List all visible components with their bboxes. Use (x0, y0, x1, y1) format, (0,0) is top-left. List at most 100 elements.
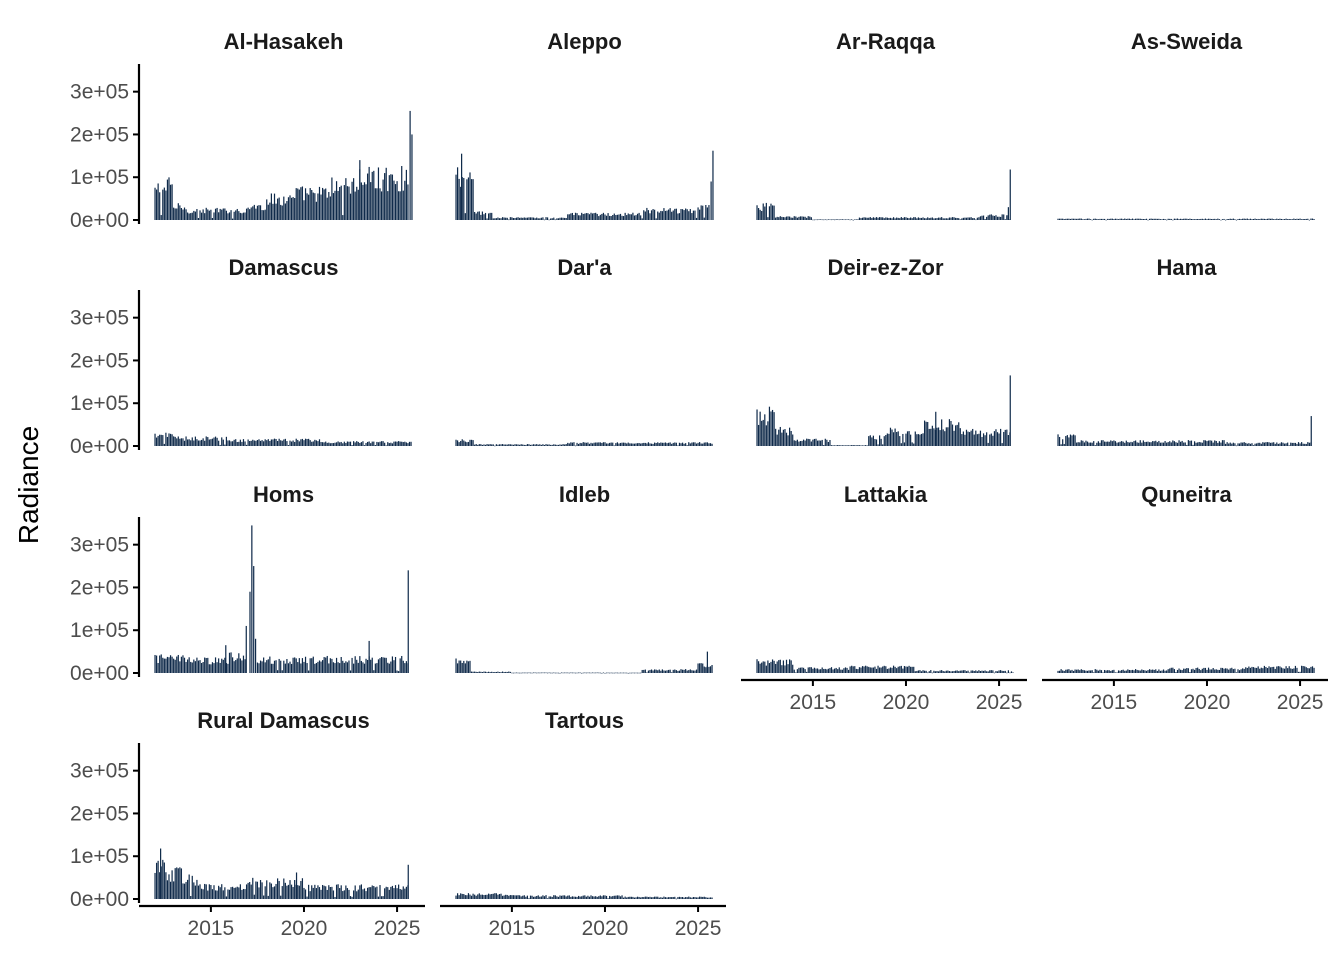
bar (652, 897, 654, 899)
bar (512, 895, 515, 899)
bar (1125, 440, 1127, 446)
bar (1304, 219, 1306, 220)
bar (409, 110, 411, 220)
bar (537, 218, 539, 220)
bar (643, 897, 645, 899)
bar (804, 216, 806, 220)
bar (460, 893, 462, 899)
bar (854, 445, 856, 446)
bar (1150, 218, 1152, 220)
bar (1170, 442, 1172, 446)
bar (342, 891, 344, 899)
bar (481, 894, 484, 899)
bar (519, 444, 521, 446)
bar (1079, 218, 1081, 220)
bar (626, 672, 628, 674)
bar (640, 215, 642, 220)
bar (354, 191, 356, 220)
bar (598, 216, 600, 220)
bar (810, 667, 812, 673)
bar (1124, 442, 1126, 446)
bar (394, 184, 397, 220)
bar (1263, 442, 1265, 446)
bar (849, 219, 851, 221)
bar (765, 665, 767, 673)
bar (323, 885, 325, 899)
bar (472, 893, 474, 899)
bar (587, 213, 589, 220)
bar-series (154, 432, 412, 447)
bar (370, 182, 372, 220)
bar (545, 895, 547, 899)
bar (154, 872, 156, 899)
bar (1204, 218, 1207, 220)
bar (384, 888, 386, 899)
bar (546, 898, 549, 899)
bar (287, 663, 290, 673)
bar (356, 186, 358, 220)
bar (537, 672, 539, 674)
bar (621, 215, 623, 220)
bar (1121, 218, 1123, 220)
bar (351, 896, 353, 899)
bar (900, 217, 902, 220)
bar (505, 894, 507, 899)
bar (624, 212, 626, 220)
bar (179, 867, 181, 899)
bar (618, 214, 620, 220)
bar (517, 895, 519, 899)
bar (1150, 442, 1152, 446)
bar (214, 657, 217, 673)
bar (767, 660, 769, 673)
bar (259, 660, 262, 673)
bar (892, 665, 895, 673)
bar (321, 884, 324, 899)
bar (204, 213, 206, 220)
bar (382, 657, 384, 673)
bar (236, 886, 238, 899)
bar (1135, 669, 1137, 673)
bar (1173, 669, 1175, 673)
bar (1144, 219, 1146, 220)
bar (778, 217, 780, 220)
bar (295, 438, 297, 446)
bar (401, 655, 403, 673)
bar (523, 444, 525, 446)
bar (619, 213, 622, 220)
bar (1124, 218, 1126, 220)
bar (154, 433, 156, 446)
bar (238, 653, 240, 673)
bar (477, 444, 479, 446)
bar (880, 217, 882, 220)
bar (1076, 442, 1078, 446)
bar (1000, 428, 1002, 446)
bar (194, 661, 196, 673)
bar (1271, 218, 1273, 220)
bar (477, 211, 479, 220)
bar (556, 896, 558, 899)
bar (363, 663, 366, 673)
bar (1249, 667, 1252, 673)
panel-title: Homs (253, 482, 314, 507)
bar (626, 443, 628, 446)
bar (1282, 442, 1284, 446)
bar (1117, 219, 1120, 220)
bar (402, 190, 404, 220)
bar (235, 210, 237, 220)
bar (677, 213, 679, 220)
bar (1269, 667, 1272, 673)
bar (605, 895, 608, 899)
x-tick-label: 2020 (1184, 691, 1231, 714)
x-tick-label: 2015 (1091, 691, 1138, 714)
bar (317, 193, 319, 220)
bar (261, 440, 263, 446)
bar (582, 213, 584, 220)
bar (387, 442, 389, 446)
y-tick-label: 1e+05 (70, 845, 129, 868)
bar (318, 660, 321, 673)
bar (1260, 443, 1262, 446)
bar (888, 433, 890, 446)
bar (542, 895, 544, 899)
bar (1195, 667, 1197, 673)
bar (824, 438, 826, 446)
